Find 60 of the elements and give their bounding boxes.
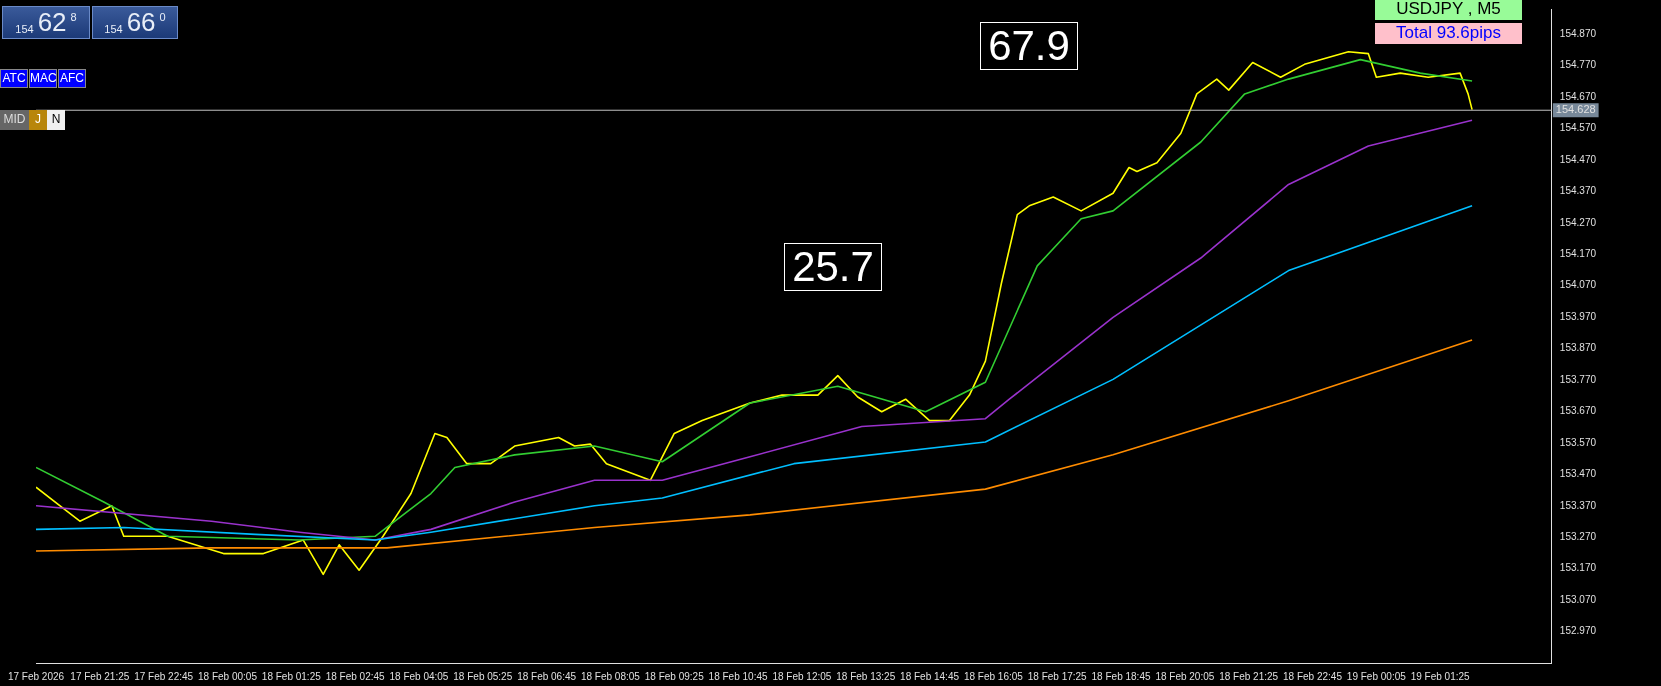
x-tick-label: 17 Feb 2026 <box>7 670 65 682</box>
x-tick-label: 18 Feb 00:05 <box>198 670 258 682</box>
annotation: N <box>47 110 65 130</box>
y-tick-label: 154.870 <box>1559 27 1597 39</box>
annotation: 8 <box>70 11 77 23</box>
y-tick-label: 154.170 <box>1559 248 1597 259</box>
text: MID <box>0 110 29 130</box>
ref-line-label: 154.628 <box>1555 103 1596 116</box>
x-tick-label: 18 Feb 21:25 <box>1219 670 1279 682</box>
annotation: 154 <box>104 23 123 35</box>
annotation: MAC <box>29 69 57 88</box>
y-tick-label: 154.370 <box>1559 185 1597 197</box>
y-tick-label: 154.670 <box>1559 90 1597 102</box>
x-tick-label: 19 Feb 00:05 <box>1346 670 1407 682</box>
x-tick-label: 18 Feb 09:25 <box>644 670 705 682</box>
annotation: 25.7 <box>784 243 882 291</box>
x-tick-label: 18 Feb 14:45 <box>900 670 960 682</box>
y-tick-label: 153.170 <box>1559 562 1597 574</box>
y-tick-label: 153.270 <box>1559 530 1597 542</box>
x-tick-label: 18 Feb 16:05 <box>963 670 1024 682</box>
x-tick-label: 17 Feb 22:45 <box>134 670 194 682</box>
y-tick-label: 154.270 <box>1559 216 1597 228</box>
annotation: 62 <box>37 7 67 37</box>
annotation: Total 93.6pips <box>1375 23 1522 44</box>
annotation: 66 <box>126 7 156 37</box>
x-tick-label: 19 Feb 01:25 <box>1410 670 1471 682</box>
annotation: 67.9 <box>980 22 1078 70</box>
x-tick-label: 18 Feb 22:45 <box>1283 670 1343 682</box>
x-tick-label: 18 Feb 05:25 <box>453 670 513 682</box>
x-tick-label: 17 Feb 21:25 <box>70 670 130 682</box>
y-tick-label: 153.870 <box>1559 342 1597 354</box>
x-tick-label: 18 Feb 10:45 <box>708 670 768 682</box>
y-tick-label: 153.470 <box>1559 468 1597 480</box>
y-tick-label: 153.570 <box>1559 436 1597 448</box>
x-tick-label: 18 Feb 13:25 <box>836 670 896 682</box>
text: ATC <box>0 69 28 88</box>
x-tick-label: 18 Feb 04:05 <box>389 670 449 682</box>
annotation: AFC <box>58 69 86 88</box>
y-tick-label: 154.770 <box>1559 59 1597 71</box>
y-tick-label: 153.770 <box>1559 373 1597 385</box>
y-tick-label: 154.570 <box>1559 122 1597 134</box>
x-tick-label: 18 Feb 17:25 <box>1027 670 1088 682</box>
x-tick-label: 18 Feb 20:05 <box>1155 670 1215 682</box>
y-tick-label: 154.470 <box>1559 153 1597 165</box>
annotation: J <box>29 110 47 130</box>
annotation: 0 <box>159 11 166 23</box>
annotation: USDJPY , M5 <box>1375 0 1522 20</box>
y-tick-label: 153.970 <box>1559 310 1597 322</box>
x-tick-label: 18 Feb 06:45 <box>517 670 577 682</box>
x-tick-label: 18 Feb 08:05 <box>580 670 641 682</box>
y-tick-label: 153.370 <box>1559 499 1597 511</box>
x-tick-label: 18 Feb 18:45 <box>1091 670 1151 682</box>
y-tick-label: 153.670 <box>1559 405 1597 417</box>
text: 154 <box>15 23 34 35</box>
y-tick-label: 154.070 <box>1559 279 1597 291</box>
x-tick-label: 18 Feb 01:25 <box>261 670 322 682</box>
x-tick-label: 18 Feb 12:05 <box>772 670 832 682</box>
x-tick-label: 18 Feb 02:45 <box>325 670 386 682</box>
y-tick-label: 152.970 <box>1559 625 1597 637</box>
y-tick-label: 153.070 <box>1559 593 1597 605</box>
